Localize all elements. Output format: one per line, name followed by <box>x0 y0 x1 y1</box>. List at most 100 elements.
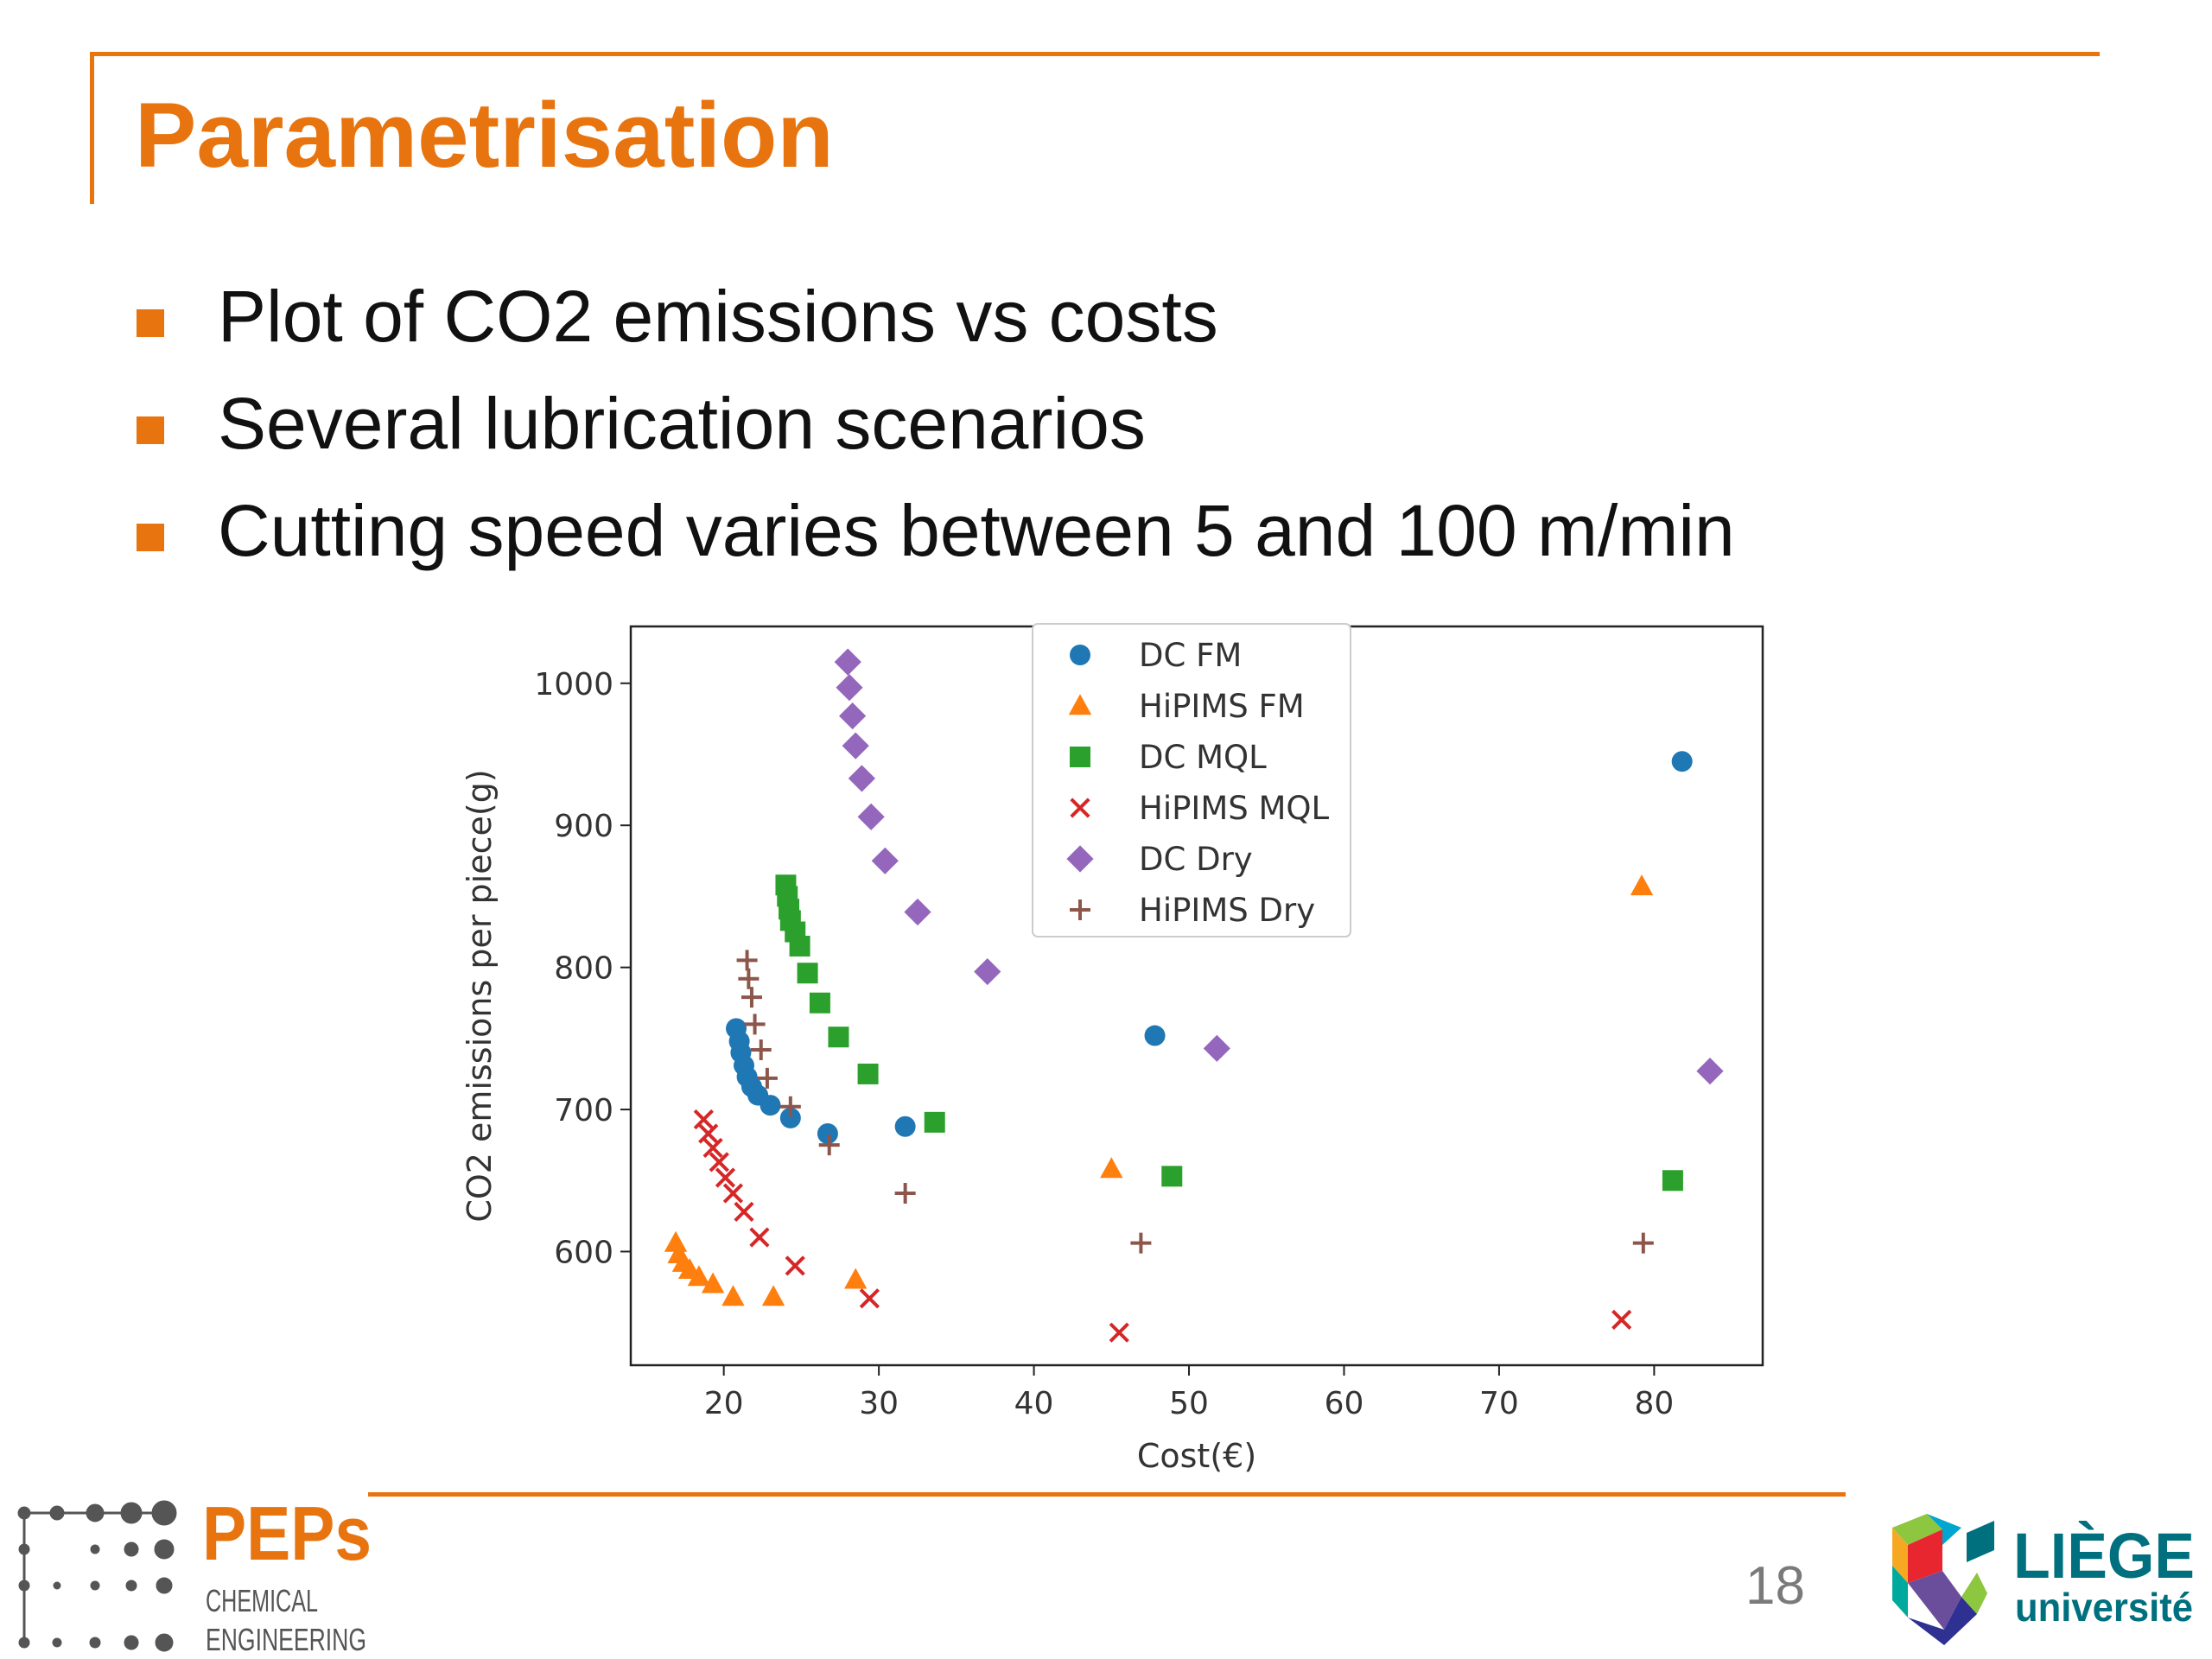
data-point <box>761 1285 785 1306</box>
data-point <box>1100 1157 1123 1179</box>
legend-label: DC MQL <box>1139 739 1267 776</box>
x-axis-label: Cost(€) <box>1137 1437 1256 1475</box>
data-point <box>1630 874 1654 896</box>
data-point <box>715 1167 736 1188</box>
data-point <box>1632 1232 1654 1254</box>
legend-marker <box>1070 899 1090 920</box>
data-point <box>839 702 867 730</box>
data-point <box>809 992 830 1014</box>
data-point <box>736 950 758 971</box>
data-point <box>722 1183 744 1204</box>
data-point <box>871 847 899 874</box>
data-point <box>693 1109 714 1130</box>
series-hipims-dry <box>736 950 1654 1254</box>
data-point <box>842 732 869 760</box>
peps-logo: PEPs CHEMICAL ENGINEERING <box>17 1491 372 1655</box>
data-point <box>701 1272 725 1294</box>
peps-logo-name: PEPs <box>202 1491 372 1576</box>
x-tick-label: 80 <box>1634 1386 1674 1421</box>
data-point <box>744 1014 766 1035</box>
peps-logo-line1: CHEMICAL <box>206 1583 318 1618</box>
data-point <box>1144 1025 1166 1046</box>
data-point <box>797 963 818 984</box>
data-point <box>664 1230 688 1252</box>
data-point <box>974 957 1001 986</box>
data-point <box>709 1152 729 1173</box>
data-point <box>1696 1058 1724 1085</box>
data-point <box>1662 1170 1683 1192</box>
legend-marker <box>1070 798 1090 818</box>
x-tick-label: 50 <box>1169 1386 1209 1421</box>
data-point <box>857 1063 879 1084</box>
x-tick-label: 20 <box>704 1386 744 1421</box>
bullet-text: Cutting speed varies between 5 and 100 m… <box>218 490 1735 571</box>
data-point <box>1203 1034 1230 1062</box>
data-point <box>738 968 760 989</box>
bullet-square-icon <box>137 309 164 337</box>
data-point <box>817 1122 838 1144</box>
x-tick-label: 30 <box>859 1386 899 1421</box>
legend-marker <box>1070 747 1090 767</box>
y-tick-label: 800 <box>554 951 613 987</box>
data-point <box>702 1137 723 1159</box>
y-tick-label: 700 <box>554 1093 613 1128</box>
data-point <box>749 1227 770 1248</box>
data-point <box>848 765 875 792</box>
legend-label: HiPIMS Dry <box>1139 892 1315 929</box>
data-point <box>859 1288 880 1309</box>
legend-label: DC FM <box>1139 637 1242 674</box>
data-point <box>785 1255 805 1276</box>
peps-dot-grid-icon <box>17 1500 177 1652</box>
bullet-text: Plot of CO2 emissions vs costs <box>218 276 1218 357</box>
data-point <box>924 1111 945 1133</box>
data-point <box>760 1095 781 1116</box>
bullet-square-icon <box>137 416 164 444</box>
series-hipims-mql <box>693 1109 1632 1343</box>
x-tick-label: 40 <box>1014 1386 1054 1421</box>
data-point <box>750 1039 772 1060</box>
series-hipims-fm <box>664 874 1654 1306</box>
data-point <box>894 1116 916 1137</box>
data-point <box>741 987 762 1008</box>
data-point <box>1109 1322 1129 1343</box>
legend-marker <box>1070 645 1090 665</box>
uliege-logo-sub: université <box>2015 1585 2193 1630</box>
bullet-text: Several lubrication scenarios <box>218 383 1146 464</box>
data-point <box>857 803 885 830</box>
y-axis-label: CO2 emissions per piece(g) <box>461 769 499 1222</box>
data-point <box>1130 1232 1152 1254</box>
data-point <box>721 1285 745 1306</box>
bullet-square-icon <box>137 524 164 551</box>
data-point <box>734 1201 754 1223</box>
series-dc-mql <box>775 874 1683 1192</box>
y-tick-label: 600 <box>554 1235 613 1270</box>
title-rule <box>90 52 2100 56</box>
page-number: 18 <box>1745 1556 1805 1616</box>
legend-label: HiPIMS FM <box>1139 688 1305 725</box>
data-point <box>687 1265 711 1287</box>
data-point <box>756 1067 778 1089</box>
data-point <box>779 1107 801 1128</box>
data-point <box>1671 751 1693 772</box>
uliege-cube-icon <box>1892 1514 1994 1645</box>
legend-box <box>1032 623 1351 938</box>
y-tick-label: 1000 <box>534 667 613 702</box>
data-point <box>844 1268 868 1289</box>
data-point <box>789 935 810 957</box>
uliege-logo: LIÈGE université <box>1892 1514 2195 1645</box>
data-point <box>1611 1309 1632 1330</box>
data-point <box>1161 1166 1183 1187</box>
uliege-logo-name: LIÈGE <box>2013 1520 2195 1592</box>
y-tick-label: 900 <box>554 809 613 844</box>
footer-rule <box>368 1492 1846 1497</box>
title-side-rule <box>90 52 94 204</box>
data-point <box>779 1096 801 1117</box>
legend-label: HiPIMS MQL <box>1139 790 1330 827</box>
data-point <box>834 648 861 676</box>
scatter-chart: 20 30 40 50 60 70 80 600 700 800 900 1000 Cost(€) CO2… <box>461 623 1764 1475</box>
data-point <box>828 1027 849 1048</box>
data-point <box>836 674 863 702</box>
x-tick-label: 60 <box>1325 1386 1364 1421</box>
data-point <box>904 898 931 926</box>
legend-label: DC Dry <box>1139 841 1253 878</box>
